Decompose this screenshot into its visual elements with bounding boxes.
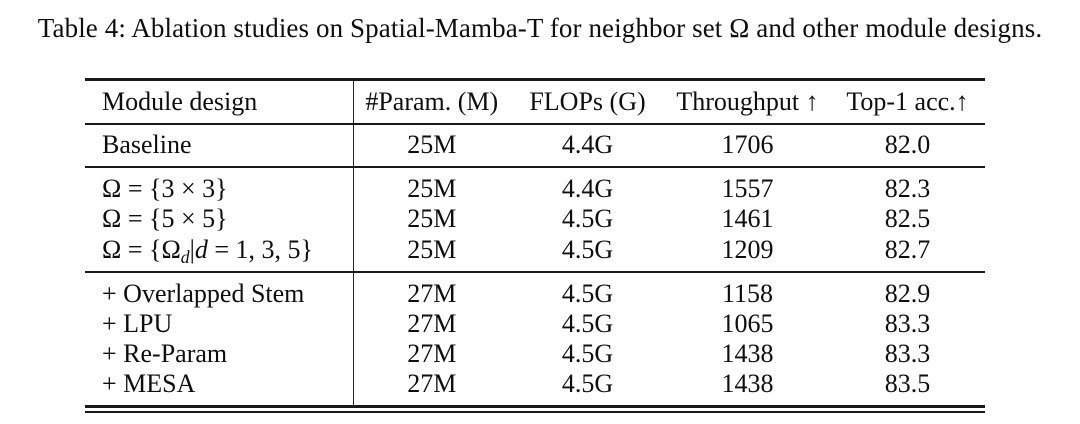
acc-cell: 82.0 [884,130,931,159]
table-caption: Table 4: Ablation studies on Spatial-Mam… [37,13,1043,43]
throughput-cell: 1706 [721,130,774,159]
flops-cell: 4.5G [561,338,614,368]
param-cell: 27M [352,368,510,406]
header-row: Module design #Param. (M) FLOPs (G) Thro… [85,79,985,124]
ablation-table: Module design #Param. (M) FLOPs (G) Thro… [85,78,985,408]
flops-cell: 4.5G [561,278,614,308]
column-header-top1-acc: Top-1 acc.↑ [846,86,969,116]
flops-cell: 4.5G [561,204,614,233]
label-text: d [194,234,208,264]
table-row: + LPU 27M 4.5G 1065 83.3 [85,308,985,339]
label-text: Baseline [102,130,192,159]
bottom-rule-thin [85,410,985,413]
throughput-cell: 1438 [721,338,774,368]
module-design-cell: Ω = {Ωd|d = 1, 3, 5} [85,235,353,272]
label-text: Ω = {Ω [102,234,181,264]
flops-cell: 4.5G [561,368,614,398]
acc-cell: 83.5 [884,368,931,398]
column-header-flops: FLOPs (G) [529,86,646,116]
module-design-cell: + Overlapped Stem [85,272,353,309]
label-text: d [180,246,190,267]
flops-cell: 4.4G [561,173,614,203]
param-cell: 25M [352,166,510,204]
module-design-cell: + Re-Param [85,339,353,369]
label-text: + Re-Param [102,338,228,368]
throughput-cell: 1461 [721,204,774,233]
param-cell: 27M [352,271,510,309]
table-row: + Re-Param 27M 4.5G 1438 83.3 [85,338,985,369]
table-header: Module design #Param. (M) FLOPs (G) Thro… [85,79,985,124]
flops-cell: 4.5G [561,234,614,264]
table-row: Ω = {5 × 5} 25M 4.5G 1461 82.5 [85,203,985,235]
ablation-table-container: Module design #Param. (M) FLOPs (G) Thro… [85,78,985,413]
table-row: Baseline 25M 4.4G 1706 82.0 [85,123,985,167]
acc-cell: 82.3 [884,173,931,203]
section-module-designs: + Overlapped Stem 27M 4.5G 1158 82.9 + LPU 27M… [85,271,985,407]
label-text: + LPU [102,308,173,338]
param-cell: 25M [352,123,510,167]
column-header-module-design: Module design [102,86,258,116]
acc-cell: 83.3 [884,308,931,338]
label-text: + MESA [102,368,196,398]
label-text: Ω = {3 × 3} [102,173,228,203]
acc-cell: 82.9 [884,278,931,308]
throughput-cell: 1158 [721,278,774,308]
param-cell: 25M [352,203,510,235]
module-design-cell: Baseline [85,124,353,167]
table-row: + Overlapped Stem 27M 4.5G 1158 82.9 [85,271,985,309]
column-header-throughput: Throughput ↑ [676,86,819,116]
param-cell: 25M [352,234,510,272]
acc-cell: 82.7 [884,234,931,264]
flops-cell: 4.4G [561,130,614,159]
throughput-cell: 1557 [721,173,774,203]
table-row: Ω = {3 × 3} 25M 4.4G 1557 82.3 [85,166,985,204]
label-text: + Overlapped Stem [102,278,305,308]
section-neighbor-set: Ω = {3 × 3} 25M 4.4G 1557 82.3 Ω = {5 × 5} 25M… [85,166,985,272]
label-text: = 1, 3, 5} [207,234,314,264]
column-header-params: #Param. (M) [352,79,510,124]
throughput-cell: 1438 [721,368,774,398]
acc-cell: 82.5 [884,204,931,233]
throughput-cell: 1065 [721,308,774,338]
throughput-cell: 1209 [721,234,774,264]
module-design-cell: Ω = {5 × 5} [85,204,353,235]
param-cell: 27M [352,308,510,339]
section-baseline: Baseline 25M 4.4G 1706 82.0 [85,123,985,167]
flops-cell: 4.5G [561,308,614,338]
module-design-cell: Ω = {3 × 3} [85,167,353,204]
table-row: + MESA 27M 4.5G 1438 83.5 [85,368,985,407]
module-design-cell: + LPU [85,309,353,339]
label-text: | [189,234,195,264]
param-cell: 27M [352,338,510,369]
acc-cell: 83.3 [884,338,931,368]
label-text: Ω = {5 × 5} [102,204,228,233]
module-design-cell: + MESA [85,369,353,407]
table-row: Ω = {Ωd|d = 1, 3, 5} 25M 4.5G 1209 82.7 [85,234,985,272]
